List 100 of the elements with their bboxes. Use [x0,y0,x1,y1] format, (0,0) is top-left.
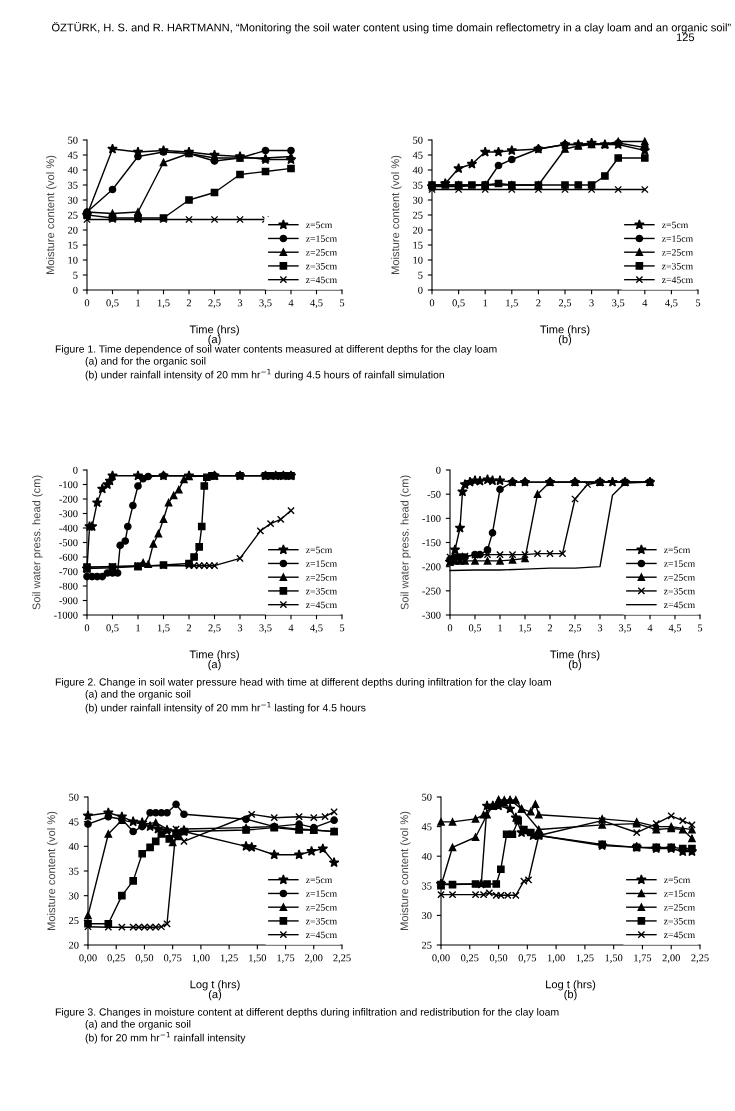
x-axis-title: Log t (hrs) [190,980,240,991]
legend-label: z=5cm [662,221,689,229]
y-tick-label: -1000 [54,611,78,619]
x-tick-label: 0 [447,624,453,632]
x-tick-label: 4,5 [665,299,678,308]
text: (a) and for the organic soil [85,357,206,367]
x-tick-label: 0,50 [489,954,508,963]
y-tick-label: 20 [69,941,79,949]
caption: Figure 3. Changes in moisture content at different depths during infiltration and redistribution for the clay loam [55,1008,559,1018]
x-tick-label: 4 [647,624,653,632]
x-tick-label: 1 [498,624,502,632]
x-tick-label: 3,5 [259,299,272,308]
x-tick-label: 5 [340,299,345,307]
legend-label: z=45cm [306,601,337,609]
legend-label: z=35cm [306,587,337,595]
y-tick-label: 5 [418,271,423,279]
x-axis-title: Log t (hrs) [546,980,596,991]
x-tick-label: 1 [136,299,140,307]
x-tick-label: 4 [642,299,648,307]
x-tick-label: 4,5 [310,299,323,308]
y-tick-label: -100 [59,481,78,489]
x-tick-label: 2,00 [305,954,323,963]
x-tick-label: 1,00 [192,954,210,963]
y-tick-label: 10 [413,256,423,264]
x-tick-label: 2,5 [558,299,572,308]
y-tick-label: 40 [67,166,78,174]
x-tick-label: 2,5 [568,624,582,633]
y-tick-label: 35 [422,882,432,890]
x-tick-label: 4,5 [668,624,682,633]
text: (b) under rainfall intensity of 20 mm hr$^{−1}$ lasting for 4.5 hours [85,702,366,714]
x-tick-label: 1,5 [506,299,518,308]
text: (a) and the organic soil [85,690,191,700]
y-axis-title: Soil water press. head (cm) [32,475,43,610]
y-tick-label: -600 [59,553,78,561]
y-tick-label: 20 [68,226,78,234]
x-tick-label: 1,75 [634,954,652,963]
text: (b) [568,660,582,671]
y-tick-label: 50 [413,136,423,144]
x-tick-label: 0,5 [468,624,482,633]
x-tick-label: 0,25 [461,954,479,963]
text: (a) [208,990,222,1001]
y-tick-label: 25 [69,917,79,925]
x-tick-label: 0,5 [106,624,119,633]
y-tick-label: -100 [422,515,441,523]
legend-label: z=35cm [306,917,337,925]
text: ÖZTÜRK, H. S. and R. HARTMANN, “Monitoring the soil water content using time domain reflectometry in a clay loam and an organic soil” [51,22,731,34]
y-axis-title: Soil water press. head (cm) [400,475,411,610]
legend-label: z=5cm [306,221,333,229]
x-tick-label: 5 [696,299,701,307]
legend-label: z=45cm [306,276,337,284]
y-tick-label: 45 [68,818,79,826]
legend-label: z=25cm [662,249,693,256]
text: (a) and the organic soil [85,1020,191,1030]
y-tick-label: 45 [67,151,78,159]
y-tick-label: 0 [73,286,78,294]
y-tick-label: -50 [427,490,441,498]
y-tick-label: 35 [68,181,78,189]
legend-label: z=25cm [664,904,695,911]
legend-label: z=45cm [664,931,695,939]
x-axis-title: Time (hrs) [550,650,600,661]
legend-label: z=15cm [306,890,337,897]
legend-label: z=25cm [306,904,337,911]
y-axis-title: Moisture content (vol %) [400,811,411,930]
y-tick-label: 50 [68,136,78,144]
x-tick-label: 1,50 [605,954,623,963]
x-tick-label: 5 [340,624,345,632]
legend-label: z=45cm [664,601,695,609]
legend-label: z=25cm [664,574,695,581]
y-tick-label: 25 [68,211,78,219]
x-tick-label: 0,5 [452,299,465,308]
y-tick-label: 15 [413,241,423,249]
y-tick-label: 35 [413,181,423,189]
legend-label: z=5cm [306,546,333,554]
text: (a) [208,335,221,346]
y-tick-label: 0 [436,466,441,474]
x-tick-label: 1,25 [220,954,238,963]
text: (a) [208,660,221,671]
x-tick-label: 0,50 [135,954,154,963]
legend-label: z=25cm [306,249,337,256]
legend-label: z=5cm [306,876,333,884]
x-axis-title: Time (hrs) [540,325,590,336]
x-tick-label: 2 [536,299,541,307]
y-tick-label: -900 [59,597,78,605]
x-tick-label: 3 [237,299,243,307]
x-tick-label: 0,25 [107,954,125,963]
text: (b) for 20 mm hr$^{−1}$ rainfall intensity [85,1032,246,1044]
y-tick-label: 35 [69,867,79,875]
caption: Figure 2. Change in soil water pressure head with time at different depths during infiltration for the clay loam [55,678,551,688]
y-tick-label: -400 [59,524,78,532]
x-tick-label: 2,5 [208,624,221,633]
legend-label: z=15cm [306,235,337,242]
y-tick-label: 40 [412,166,423,174]
text: (b) [558,335,572,346]
x-tick-label: 2,00 [662,954,680,963]
x-tick-label: 1 [136,624,140,632]
x-tick-label: 1 [483,299,488,307]
y-axis-title: Moisture content (vol %) [46,155,57,274]
y-tick-label: 50 [69,793,79,801]
x-tick-label: 0,00 [432,954,450,963]
legend-label: z=45cm [662,276,693,284]
